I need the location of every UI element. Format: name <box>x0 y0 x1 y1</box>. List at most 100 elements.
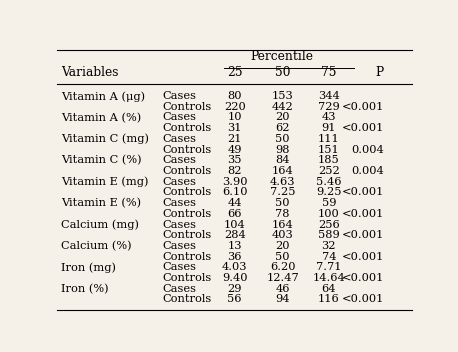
Text: 7.25: 7.25 <box>270 187 295 197</box>
Text: 32: 32 <box>322 241 336 251</box>
Text: Cases: Cases <box>162 198 196 208</box>
Text: 31: 31 <box>228 123 242 133</box>
Text: 256: 256 <box>318 220 340 230</box>
Text: 49: 49 <box>228 145 242 155</box>
Text: Cases: Cases <box>162 134 196 144</box>
Text: 75: 75 <box>321 66 337 79</box>
Text: 252: 252 <box>318 166 340 176</box>
Text: Variables: Variables <box>61 66 118 79</box>
Text: 3.90: 3.90 <box>222 177 247 187</box>
Text: Vitamin C (%): Vitamin C (%) <box>61 155 142 165</box>
Text: 50: 50 <box>275 252 290 262</box>
Text: Vitamin A (%): Vitamin A (%) <box>61 112 141 123</box>
Text: Cases: Cases <box>162 91 196 101</box>
Text: 50: 50 <box>275 66 290 79</box>
Text: 12.47: 12.47 <box>266 273 299 283</box>
Text: Percentile: Percentile <box>250 50 313 63</box>
Text: 84: 84 <box>275 155 290 165</box>
Text: 50: 50 <box>275 198 290 208</box>
Text: 14.64: 14.64 <box>312 273 345 283</box>
Text: 729: 729 <box>318 102 340 112</box>
Text: 284: 284 <box>224 230 245 240</box>
Text: Cases: Cases <box>162 241 196 251</box>
Text: Cases: Cases <box>162 155 196 165</box>
Text: 185: 185 <box>318 155 340 165</box>
Text: 80: 80 <box>228 91 242 101</box>
Text: 9.25: 9.25 <box>316 187 342 197</box>
Text: 164: 164 <box>272 166 294 176</box>
Text: Cases: Cases <box>162 220 196 230</box>
Text: 442: 442 <box>272 102 294 112</box>
Text: Vitamin C (mg): Vitamin C (mg) <box>61 134 149 144</box>
Text: P: P <box>376 66 384 79</box>
Text: 50: 50 <box>275 134 290 144</box>
Text: 6.20: 6.20 <box>270 262 295 272</box>
Text: 94: 94 <box>275 294 290 304</box>
Text: 46: 46 <box>275 284 290 294</box>
Text: <0.001: <0.001 <box>341 230 384 240</box>
Text: 64: 64 <box>322 284 336 294</box>
Text: Calcium (%): Calcium (%) <box>61 241 131 251</box>
Text: 74: 74 <box>322 252 336 262</box>
Text: 9.40: 9.40 <box>222 273 247 283</box>
Text: 20: 20 <box>275 112 290 122</box>
Text: 104: 104 <box>224 220 245 230</box>
Text: 35: 35 <box>228 155 242 165</box>
Text: Controls: Controls <box>162 209 211 219</box>
Text: <0.001: <0.001 <box>341 209 384 219</box>
Text: 56: 56 <box>228 294 242 304</box>
Text: 91: 91 <box>322 123 336 133</box>
Text: 4.63: 4.63 <box>270 177 295 187</box>
Text: 21: 21 <box>228 134 242 144</box>
Text: Cases: Cases <box>162 177 196 187</box>
Text: 82: 82 <box>228 166 242 176</box>
Text: 164: 164 <box>272 220 294 230</box>
Text: 0.004: 0.004 <box>351 166 384 176</box>
Text: 78: 78 <box>275 209 290 219</box>
Text: Cases: Cases <box>162 284 196 294</box>
Text: <0.001: <0.001 <box>341 187 384 197</box>
Text: 589: 589 <box>318 230 340 240</box>
Text: 4.03: 4.03 <box>222 262 247 272</box>
Text: <0.001: <0.001 <box>341 252 384 262</box>
Text: Controls: Controls <box>162 252 211 262</box>
Text: 44: 44 <box>228 198 242 208</box>
Text: Controls: Controls <box>162 294 211 304</box>
Text: Cases: Cases <box>162 262 196 272</box>
Text: 0.004: 0.004 <box>351 145 384 155</box>
Text: 10: 10 <box>228 112 242 122</box>
Text: 98: 98 <box>275 145 290 155</box>
Text: Controls: Controls <box>162 273 211 283</box>
Text: 5.46: 5.46 <box>316 177 342 187</box>
Text: 6.10: 6.10 <box>222 187 247 197</box>
Text: Controls: Controls <box>162 187 211 197</box>
Text: 25: 25 <box>227 66 243 79</box>
Text: <0.001: <0.001 <box>341 123 384 133</box>
Text: Calcium (mg): Calcium (mg) <box>61 220 139 230</box>
Text: 62: 62 <box>275 123 290 133</box>
Text: 43: 43 <box>322 112 336 122</box>
Text: 36: 36 <box>228 252 242 262</box>
Text: 403: 403 <box>272 230 294 240</box>
Text: 66: 66 <box>228 209 242 219</box>
Text: Controls: Controls <box>162 123 211 133</box>
Text: 13: 13 <box>228 241 242 251</box>
Text: Vitamin A (μg): Vitamin A (μg) <box>61 91 145 102</box>
Text: 20: 20 <box>275 241 290 251</box>
Text: 153: 153 <box>272 91 294 101</box>
Text: Controls: Controls <box>162 166 211 176</box>
Text: 100: 100 <box>318 209 340 219</box>
Text: Iron (mg): Iron (mg) <box>61 262 116 273</box>
Text: 29: 29 <box>228 284 242 294</box>
Text: Vitamin E (mg): Vitamin E (mg) <box>61 177 148 187</box>
Text: Controls: Controls <box>162 145 211 155</box>
Text: <0.001: <0.001 <box>341 102 384 112</box>
Text: 116: 116 <box>318 294 340 304</box>
Text: Vitamin E (%): Vitamin E (%) <box>61 198 141 208</box>
Text: Iron (%): Iron (%) <box>61 284 109 294</box>
Text: <0.001: <0.001 <box>341 273 384 283</box>
Text: Cases: Cases <box>162 112 196 122</box>
Text: 7.71: 7.71 <box>316 262 342 272</box>
Text: Controls: Controls <box>162 102 211 112</box>
Text: Controls: Controls <box>162 230 211 240</box>
